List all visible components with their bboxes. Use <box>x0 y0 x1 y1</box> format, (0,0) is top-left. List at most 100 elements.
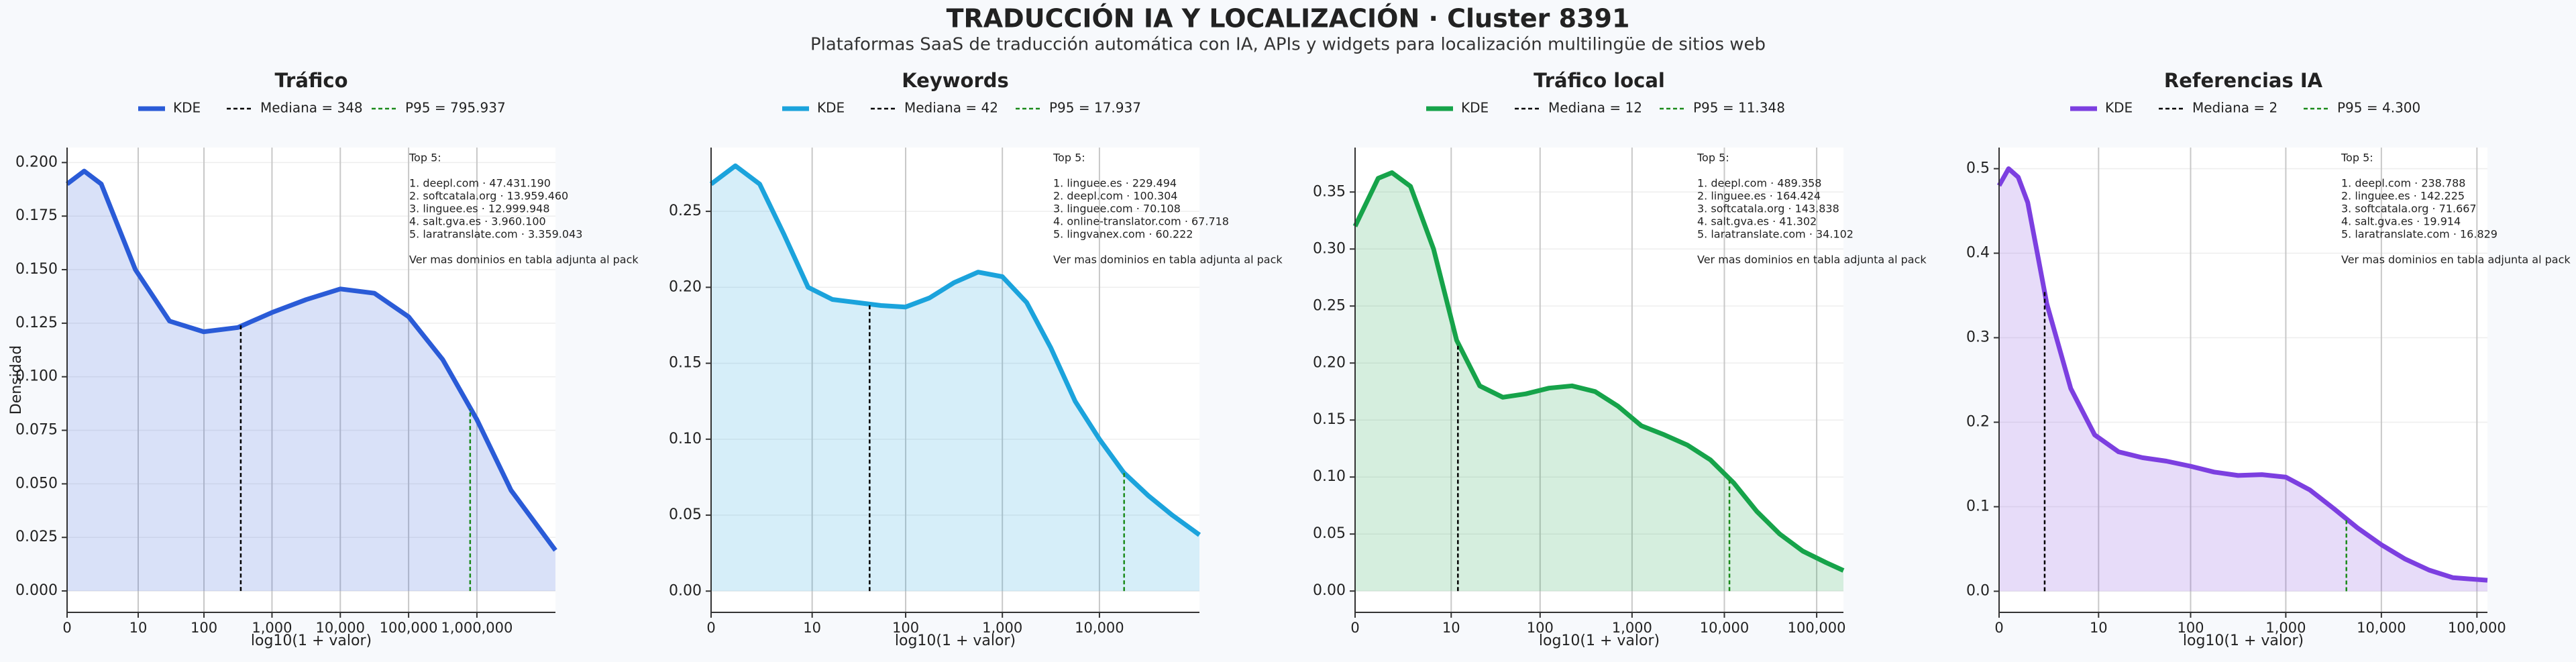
annotation-line: 4. salt.gva.es · 3.960.100 <box>409 215 546 228</box>
kde-line <box>709 163 1201 537</box>
x-tick-label: 100,000 <box>380 620 438 636</box>
x-axis-label: log10(1 + valor) <box>251 632 372 649</box>
x-tick-label: 100,000 <box>1788 620 1846 636</box>
annotation-line: 1. linguee.es · 229.494 <box>1053 177 1177 190</box>
legend-label: Mediana = 42 <box>904 100 998 116</box>
panel-title: Tráfico <box>274 69 347 92</box>
x-tick-label: 0 <box>1350 620 1359 636</box>
annotation-line: 3. linguee.es · 12.999.948 <box>409 203 550 215</box>
y-tick-label: 0.20 <box>1313 354 1346 371</box>
x-tick-label: 10 <box>129 620 148 636</box>
x-axis-label: log10(1 + valor) <box>2183 632 2304 649</box>
y-tick-label: 0.100 <box>15 368 58 385</box>
legend-label: KDE <box>2105 100 2133 116</box>
kde-area <box>67 171 555 592</box>
y-tick-label: 0.000 <box>15 582 58 599</box>
legend-label: KDE <box>1461 100 1489 116</box>
x-tick-label: 1,000 <box>1612 620 1652 636</box>
y-tick-label: 0.05 <box>669 506 702 523</box>
y-tick-label: 0.20 <box>669 278 702 295</box>
panel-title: Referencias IA <box>2164 69 2323 92</box>
y-tick-label: 0.1 <box>1966 498 1990 515</box>
annotation-line: 4. online-translator.com · 67.718 <box>1053 215 1229 228</box>
annotation-line: 3. softcatala.org · 71.667 <box>2341 203 2477 215</box>
legend-label: Mediana = 12 <box>1548 100 1642 116</box>
plot-area <box>711 148 1199 612</box>
x-tick-label: 100 <box>191 620 217 636</box>
plot-area <box>1999 148 2487 612</box>
x-tick-label: 10 <box>2090 620 2108 636</box>
annotation-note: Ver mas dominios en tabla adjunta al pac… <box>1697 254 1927 266</box>
annotation-line: 5. laratranslate.com · 16.829 <box>2341 228 2498 241</box>
figure-subtitle: Plataformas SaaS de traducción automátic… <box>810 35 1766 55</box>
legend-label: Mediana = 2 <box>2192 100 2277 116</box>
y-tick-label: 0.25 <box>669 203 702 219</box>
annotation-line: 2. softcatala.org · 13.959.460 <box>409 190 568 203</box>
x-tick-label: 10,000 <box>1700 620 1749 636</box>
y-tick-label: 0.4 <box>1966 245 1990 262</box>
x-tick-label: 0 <box>706 620 715 636</box>
figure-title: TRADUCCIÓN IA Y LOCALIZACIÓN · Cluster 8… <box>947 4 1630 34</box>
y-tick-label: 0.15 <box>669 355 702 372</box>
x-tick-label: 10,000 <box>2357 620 2406 636</box>
kde-line <box>1996 166 2488 583</box>
y-tick-label: 0.050 <box>15 475 58 492</box>
legend-label: Mediana = 348 <box>260 100 363 116</box>
annotation-line: 2. linguee.es · 142.225 <box>2341 190 2465 203</box>
y-tick-label: 0.3 <box>1966 329 1990 346</box>
kde-area <box>711 166 1199 592</box>
annotation-line: 5. laratranslate.com · 3.359.043 <box>409 228 582 241</box>
y-tick-label: 0.05 <box>1313 525 1346 542</box>
y-axis-label: Densidad <box>8 345 25 415</box>
y-tick-label: 0.10 <box>669 431 702 447</box>
plot-area <box>1355 148 1843 612</box>
annotation-line: 1. deepl.com · 489.358 <box>1697 177 1821 190</box>
panel-title: Tráfico local <box>1534 69 1665 92</box>
y-tick-label: 0.00 <box>669 582 702 599</box>
x-axis-label: log10(1 + valor) <box>1539 632 1660 649</box>
x-tick-label: 1,000 <box>982 620 1022 636</box>
x-tick-label: 1,000,000 <box>441 620 513 636</box>
y-tick-label: 0.150 <box>15 261 58 278</box>
annotation-title: Top 5: <box>409 152 441 164</box>
x-tick-label: 10 <box>1442 620 1460 636</box>
annotation-line: 2. deepl.com · 100.304 <box>1053 190 1177 203</box>
x-tick-label: 10,000 <box>1075 620 1124 636</box>
legend-label: KDE <box>817 100 845 116</box>
annotation-line: 1. deepl.com · 238.788 <box>2341 177 2465 190</box>
annotation-line: 1. deepl.com · 47.431.190 <box>409 177 551 190</box>
y-tick-label: 0.5 <box>1966 160 1990 177</box>
annotation-title: Top 5: <box>1697 152 1729 164</box>
y-tick-label: 0.30 <box>1313 240 1346 257</box>
kde-area <box>1999 168 2487 592</box>
annotation-line: 4. salt.gva.es · 19.914 <box>2341 215 2461 228</box>
y-tick-label: 0.125 <box>15 315 58 331</box>
x-tick-label: 10 <box>803 620 821 636</box>
legend-label: P95 = 4.300 <box>2337 100 2420 116</box>
annotation-note: Ver mas dominios en tabla adjunta al pac… <box>1053 254 1283 266</box>
kde-area <box>1355 172 1843 592</box>
legend-label: P95 = 795.937 <box>405 100 506 116</box>
annotation-note: Ver mas dominios en tabla adjunta al pac… <box>409 254 639 266</box>
annotation-line: 3. linguee.com · 70.108 <box>1053 203 1181 215</box>
legend-label: KDE <box>173 100 201 116</box>
annotation-note: Ver mas dominios en tabla adjunta al pac… <box>2341 254 2571 266</box>
annotation-line: 5. lingvanex.com · 60.222 <box>1053 228 1193 241</box>
y-tick-label: 0.35 <box>1313 183 1346 200</box>
annotation-line: 4. salt.gva.es · 41.302 <box>1697 215 1817 228</box>
y-tick-label: 0.025 <box>15 529 58 545</box>
annotation-title: Top 5: <box>1053 152 1085 164</box>
x-tick-label: 1,000 <box>252 620 292 636</box>
kde-line <box>1352 170 1845 573</box>
x-tick-label: 100 <box>892 620 919 636</box>
annotation-line: 2. linguee.es · 164.424 <box>1697 190 1821 203</box>
x-tick-label: 100,000 <box>2448 620 2506 636</box>
annotation-line: 5. laratranslate.com · 34.102 <box>1697 228 1854 241</box>
y-tick-label: 0.15 <box>1313 411 1346 428</box>
y-tick-label: 0.0 <box>1966 583 1990 600</box>
panel-title: Keywords <box>902 69 1009 92</box>
x-tick-label: 100 <box>1527 620 1554 636</box>
y-tick-label: 0.2 <box>1966 414 1990 431</box>
